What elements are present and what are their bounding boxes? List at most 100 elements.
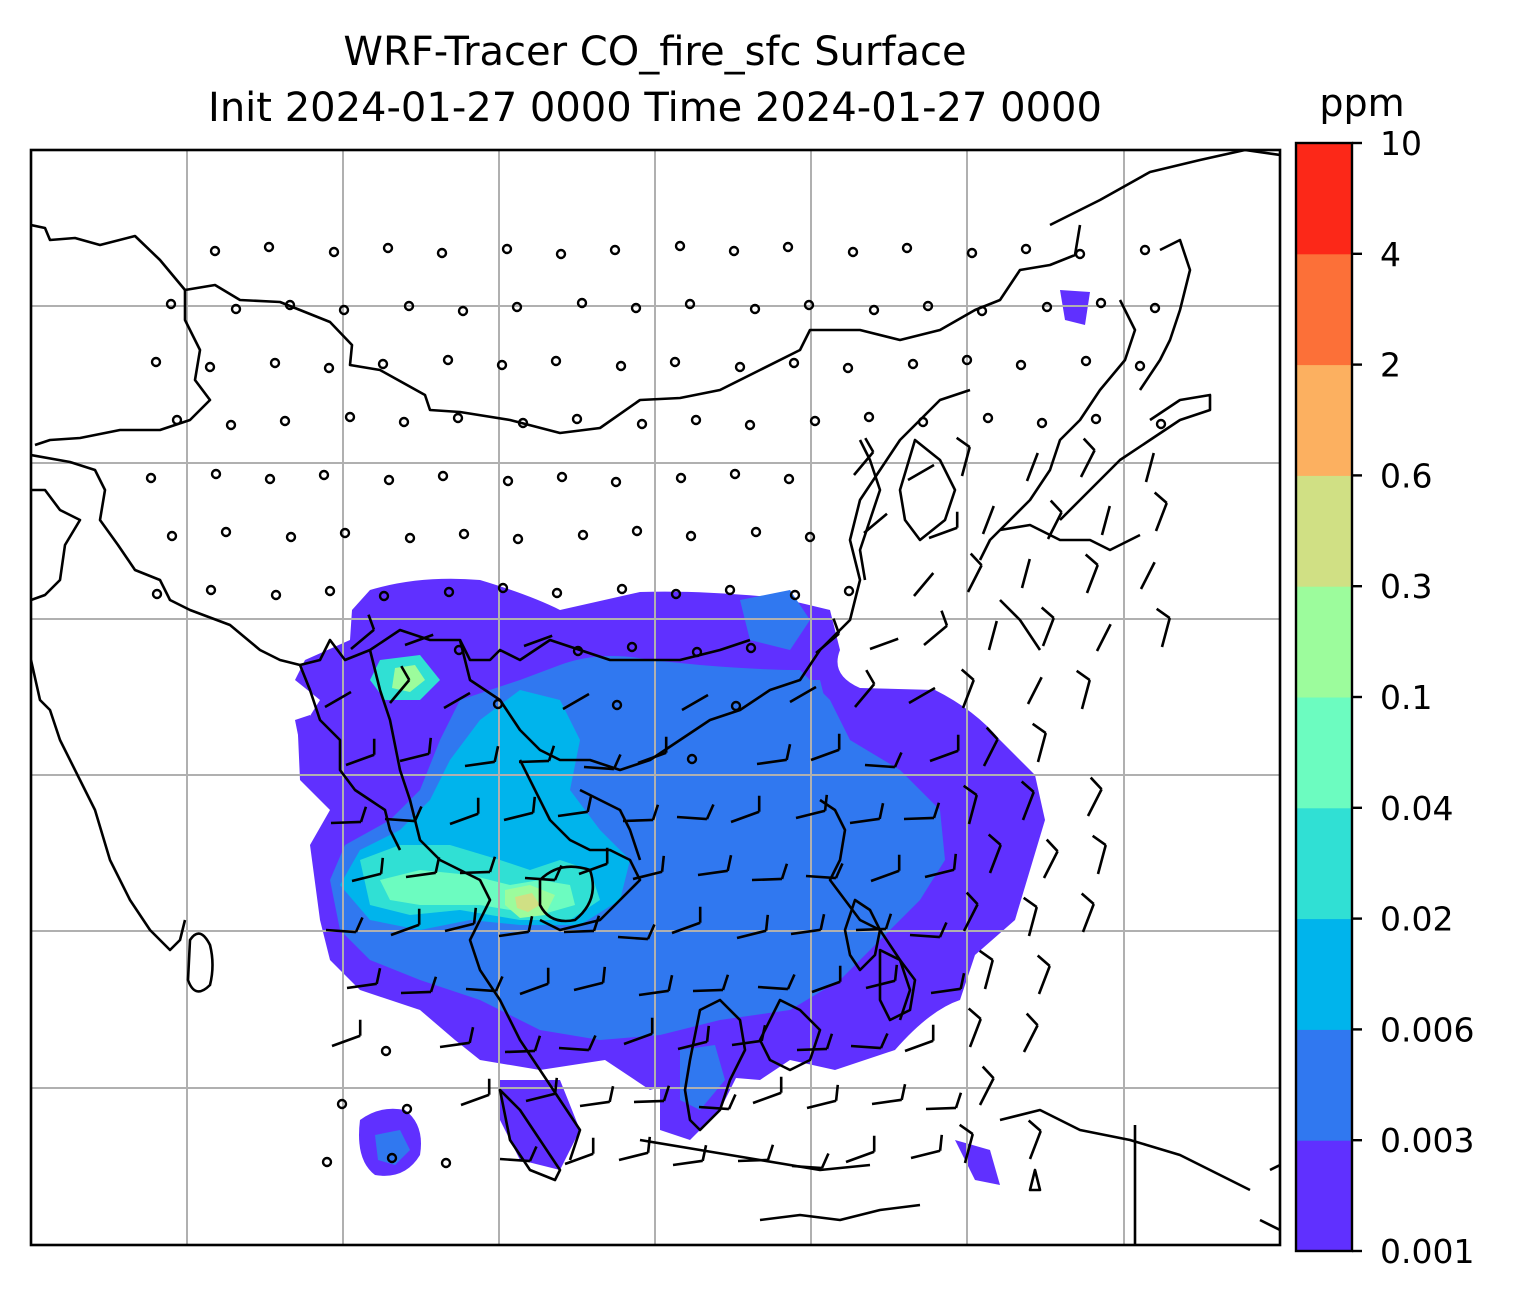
wind-barb: [443, 691, 471, 710]
calm-circle: [551, 587, 563, 599]
wind-barb: [1042, 838, 1059, 879]
wind-barb: [752, 1076, 783, 1105]
wind-barb: [796, 1033, 834, 1052]
colorbar-band: [1296, 1029, 1352, 1141]
wind-barb: [795, 794, 829, 820]
wind-barb: [331, 1019, 362, 1048]
calm-circle: [572, 645, 584, 657]
wind-barb: [638, 974, 674, 997]
co-contour-03: [515, 893, 540, 912]
calm-circle: [1015, 359, 1027, 371]
co-patch-northeast: [1060, 290, 1090, 325]
wind-barb: [460, 1078, 491, 1107]
wind-barb: [350, 614, 376, 650]
colorbar-tick-label: 0.04: [1380, 789, 1453, 828]
wind-barb: [865, 964, 899, 990]
wind-barb: [617, 923, 656, 941]
wind-barb: [757, 973, 796, 991]
calm-circle: [1149, 302, 1161, 314]
colorbar-band: [1296, 807, 1352, 920]
wind-barb: [622, 804, 660, 823]
calm-circle: [151, 588, 163, 600]
calm-circle: [843, 585, 855, 597]
calm-circle: [339, 527, 351, 539]
wind-barb: [978, 949, 995, 990]
calm-circle: [907, 358, 919, 370]
wind-barb: [870, 854, 901, 883]
colorbar-tick-label: 0.6: [1380, 456, 1432, 495]
calm-circle: [492, 698, 504, 710]
calm-circle: [631, 525, 643, 537]
wind-barb: [908, 686, 936, 705]
wind-barb: [1075, 669, 1092, 710]
wind-barb: [692, 974, 730, 993]
wind-barb: [524, 864, 563, 882]
calm-circle: [1139, 244, 1151, 256]
colorbar-tick-label: 0.006: [1380, 1010, 1474, 1049]
calm-circle: [279, 415, 291, 427]
wind-barb: [677, 1025, 711, 1051]
wind-barb: [923, 610, 949, 646]
calm-circle: [670, 588, 682, 600]
wind-barb: [850, 1032, 889, 1050]
wind-barb: [390, 908, 421, 937]
calm-circle: [789, 589, 801, 601]
calm-circle: [901, 242, 913, 254]
wind-barb: [806, 1084, 840, 1110]
wind-barb: [1144, 452, 1156, 483]
calm-circle: [204, 361, 216, 373]
wind-barb: [564, 1137, 595, 1166]
calm-circle: [382, 242, 394, 254]
wind-barb: [987, 620, 999, 651]
calm-circle: [209, 245, 221, 257]
wind-barb: [962, 891, 979, 932]
calm-circle: [458, 528, 470, 540]
wind-barb: [1020, 780, 1035, 821]
wind-barb: [1091, 834, 1108, 875]
calm-circle: [576, 297, 588, 309]
co-patch-island-core: [375, 1130, 410, 1165]
calm-circle: [730, 700, 742, 712]
calm-circle: [782, 241, 794, 253]
wind-barb: [1086, 776, 1103, 817]
wind-barb: [904, 1024, 935, 1053]
colorbar-tick-label: 2: [1380, 346, 1401, 385]
wind-barb: [929, 734, 960, 763]
calm-circle: [729, 468, 741, 480]
wind-barb: [791, 1152, 830, 1170]
calm-circle: [403, 300, 415, 312]
calm-circle: [336, 1098, 348, 1110]
calm-circle: [1074, 248, 1086, 260]
wind-barb: [924, 853, 958, 879]
wind-barb: [633, 1085, 671, 1104]
calm-circle: [691, 646, 703, 658]
calm-circle: [1020, 243, 1032, 255]
wind-barb: [1036, 954, 1051, 995]
calm-circle: [1080, 355, 1092, 367]
wind-barb: [815, 618, 841, 654]
calm-circle: [783, 473, 795, 485]
calm-circle: [318, 469, 330, 481]
calm-circle: [230, 303, 242, 315]
colorbar-band: [1296, 918, 1352, 1030]
calm-circle: [556, 471, 568, 483]
wind-barb: [1025, 452, 1039, 482]
map-frame: [29, 148, 1282, 1247]
wind-barb: [751, 863, 789, 882]
colorbar-unit-label: ppm: [1319, 81, 1404, 125]
wind-barb: [578, 847, 609, 876]
calm-circle: [1036, 417, 1048, 429]
calm-circle: [690, 414, 702, 426]
calm-circle: [285, 531, 297, 543]
calm-circle: [328, 246, 340, 258]
calm-circle: [571, 413, 583, 425]
wind-barb: [730, 795, 761, 824]
wind-barb: [1080, 892, 1095, 933]
calm-circle: [284, 299, 296, 311]
wind-barb: [805, 862, 844, 880]
wind-barb: [573, 966, 607, 992]
wind-barb: [518, 745, 556, 764]
wind-barb: [907, 463, 935, 482]
wind-barb: [1022, 1012, 1039, 1053]
calm-circle: [1090, 413, 1102, 425]
